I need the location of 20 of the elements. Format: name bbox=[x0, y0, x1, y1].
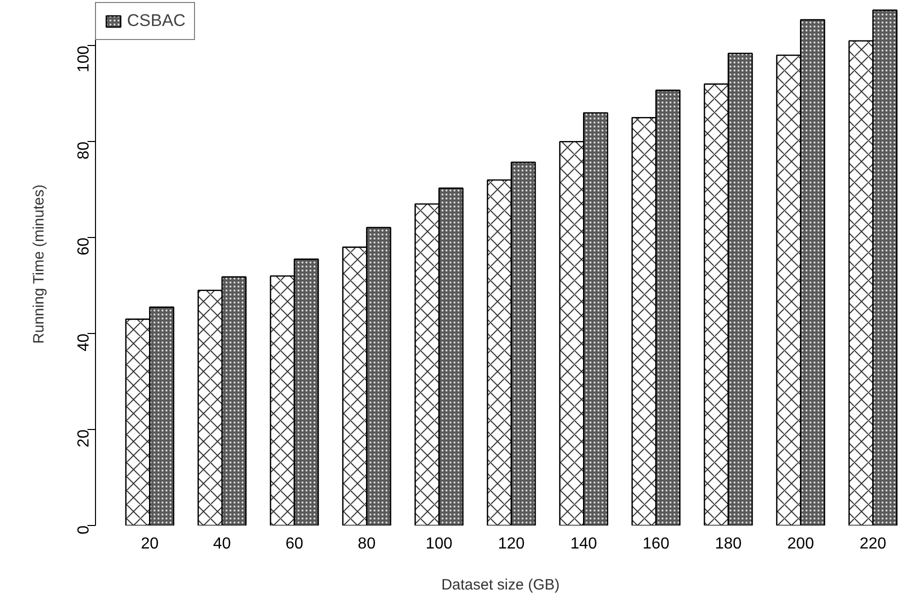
y-tick-label: 60 bbox=[76, 238, 92, 256]
x-tick-label: 160 bbox=[642, 536, 670, 552]
y-tick-label: 100 bbox=[76, 46, 92, 72]
y-tick-label: 80 bbox=[76, 142, 92, 160]
y-tick-label: 0 bbox=[76, 525, 92, 534]
legend-label: CSBAC bbox=[127, 11, 186, 31]
x-tick-label: 60 bbox=[285, 536, 304, 552]
y-axis-title: Running Time (minutes) bbox=[30, 184, 48, 344]
x-tick-label: 40 bbox=[213, 536, 232, 552]
x-tick-label: 80 bbox=[358, 536, 376, 552]
x-tick-label: 20 bbox=[140, 536, 159, 552]
y-tick-label: 20 bbox=[76, 429, 92, 448]
x-tick-label: 140 bbox=[570, 536, 598, 552]
x-tick-label: 100 bbox=[426, 536, 452, 552]
x-tick-label: 200 bbox=[787, 536, 814, 552]
x-tick-label: 180 bbox=[714, 536, 742, 552]
y-tick-label: 40 bbox=[76, 333, 92, 352]
x-axis-title: Dataset size (GB) bbox=[441, 576, 560, 594]
x-tick-label: 120 bbox=[498, 536, 525, 552]
x-tick-label: 220 bbox=[860, 536, 886, 552]
